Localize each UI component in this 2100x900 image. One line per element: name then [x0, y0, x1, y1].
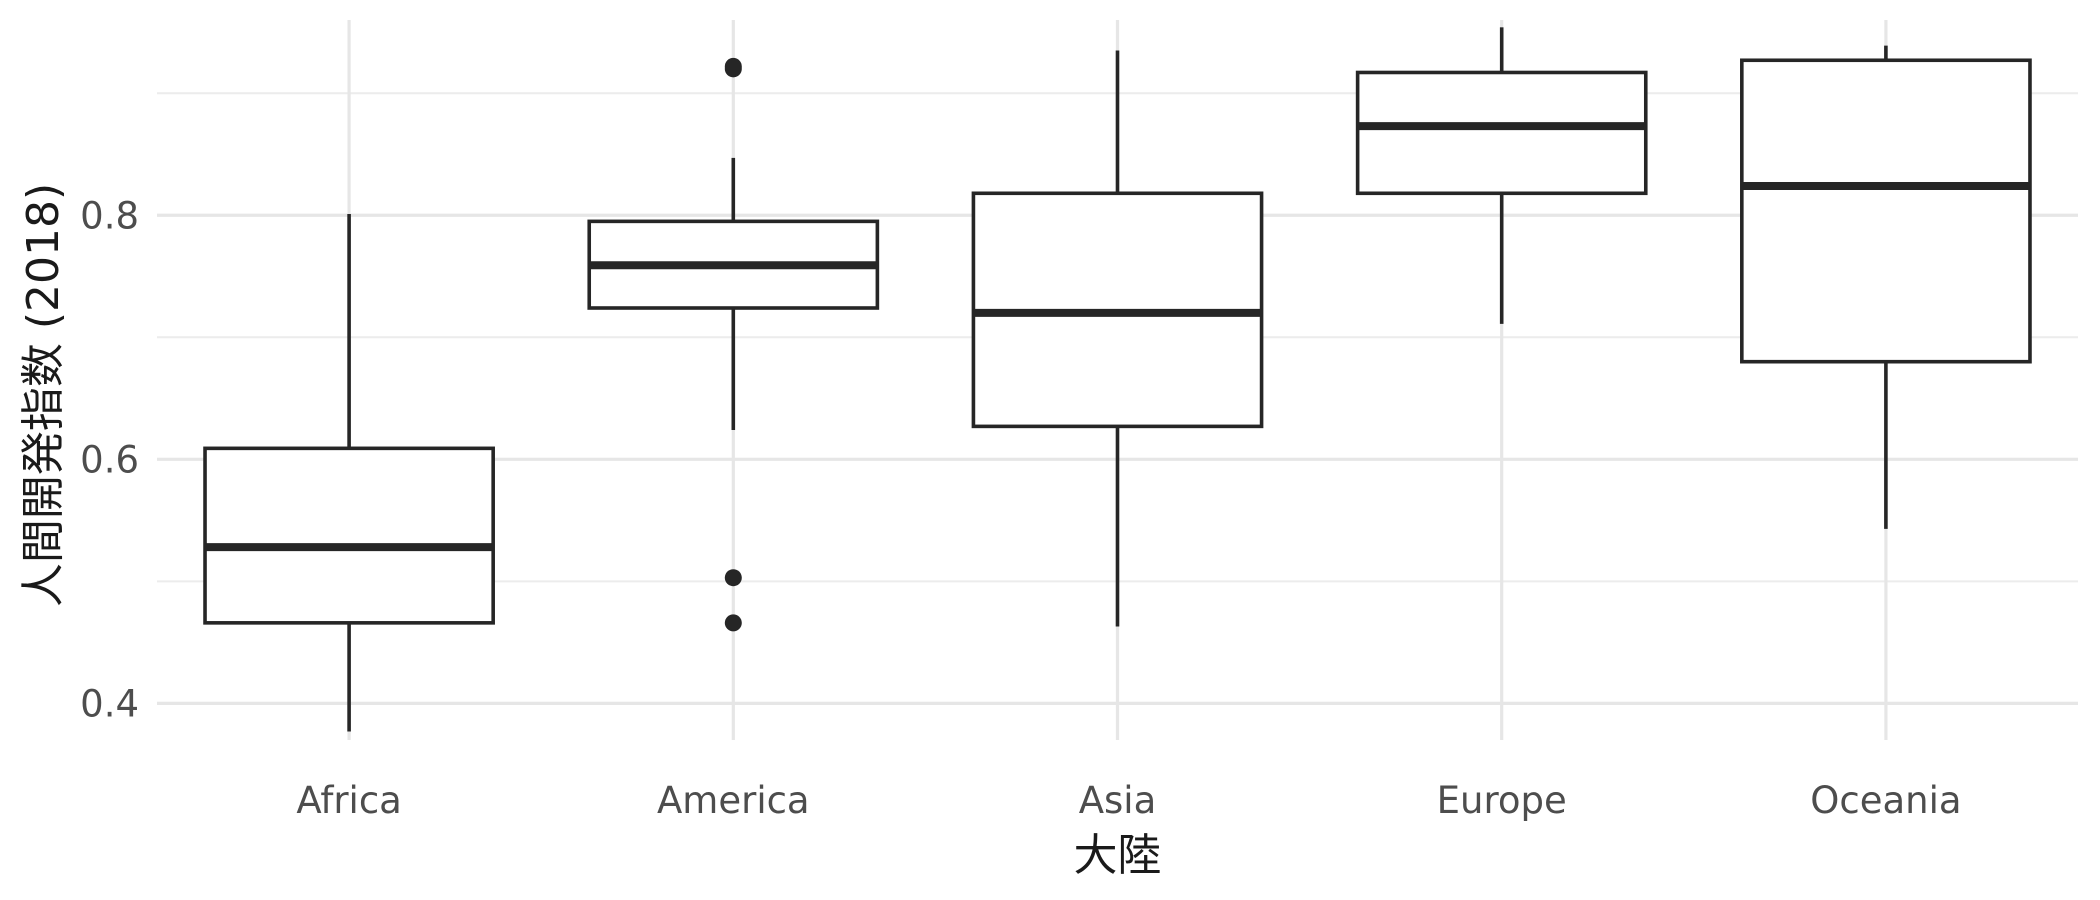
iqr-box: [1740, 58, 2032, 364]
outlier-point: [724, 57, 742, 75]
x-tick-label: Africa: [296, 779, 402, 822]
x-tick-label: Asia: [1079, 779, 1157, 822]
y-tick-label: 0.6: [80, 438, 139, 481]
y-tick-label: 0.8: [80, 194, 139, 237]
y-tick-label: 0.4: [80, 682, 139, 725]
x-tick-label: Oceania: [1810, 779, 1961, 822]
outlier-point: [724, 614, 742, 632]
box-africa: [203, 214, 495, 732]
y-axis-title: 人間開発指数 (2018): [18, 183, 69, 607]
iqr-box: [1355, 70, 1648, 196]
box-oceania: [1740, 45, 2032, 529]
iqr-box: [203, 446, 495, 625]
box-america: [587, 57, 880, 632]
y-tick-labels: 0.4 0.6 0.8: [80, 194, 139, 725]
x-tick-labels: Africa America Asia Europe Oceania: [296, 779, 1961, 822]
outlier-point: [724, 569, 742, 587]
box-asia: [971, 50, 1264, 627]
x-tick-label: America: [657, 779, 810, 822]
x-tick-label: Europe: [1437, 779, 1567, 822]
box-europe: [1355, 27, 1648, 324]
x-axis-title: 大陸: [1074, 830, 1162, 881]
boxes-layer: [203, 27, 2032, 732]
